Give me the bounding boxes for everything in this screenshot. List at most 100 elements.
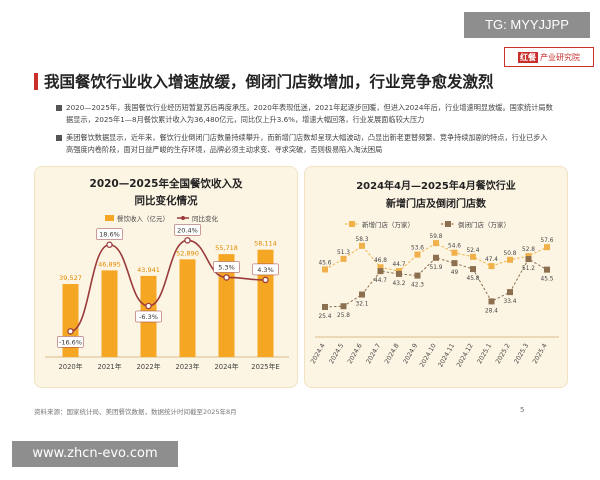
x-tick-label: 2024.11 [437,343,456,369]
new-stores-label: 50.8 [504,251,517,257]
x-tick-label: 2023年 [175,362,199,371]
new-stores-label: 45.6 [319,260,332,266]
revenue-bar [179,259,196,357]
x-tick-label: 2024.4 [310,343,327,366]
yoy-label-box [174,224,201,236]
yoy-point [67,328,74,335]
closed-stores-point [414,272,421,279]
paragraph-1: 2020—2025年，我国餐饮行业经历短暂复苏后再度承压。2020年表现低迷，2… [56,102,554,126]
closed-stores-label: 32.1 [356,302,369,308]
new-stores-point [414,251,421,258]
closed-stores-point [525,256,532,263]
new-stores-point [359,242,365,249]
legend-label-closed: 倒闭门店（万家） [458,220,510,229]
x-tick-label: 2024年 [214,362,238,371]
chart-title-line: 同比变化情况 [135,194,198,207]
closed-stores-label: 49 [451,270,459,276]
new-stores-label: 54.6 [448,244,461,250]
x-tick-label: 2022年 [136,362,160,371]
new-stores-label: 58.3 [356,237,369,243]
new-stores-label: 53.6 [411,246,424,252]
yoy-label: -6.3% [139,313,158,321]
legend-label-yoy: 同比变化 [192,214,219,223]
chart-title-line: 2024年4月—2025年4月餐饮行业 [356,179,516,192]
page-title: 我国餐饮行业收入增速放缓，倒闭门店数增加，行业竞争愈发激烈 [44,73,494,91]
yoy-line [70,239,266,333]
new-stores-point [451,249,458,256]
brand-logo-mark: 红餐 [518,51,538,63]
closed-stores-point [507,289,513,296]
revenue-bar-label: 52,890 [176,249,199,257]
closed-stores-point [359,291,365,298]
yoy-point [106,241,113,248]
x-tick-label: 2025.3 [513,343,530,366]
x-tick-label: 2024.6 [347,343,364,366]
yoy-label: -16.6% [59,338,82,346]
brand-logo-text: 产业研究院 [540,52,580,62]
closed-stores-label: 45.5 [541,277,554,283]
closed-stores-label: 51.2 [522,266,535,272]
x-tick-label: 2024.9 [402,343,419,366]
stores-chart-panel: 2024年4月—2025年4月餐饮行业 新增门店及倒闭门店数 新增门店（万家） 倒闭门… [304,166,568,388]
yoy-label: 5.3% [218,263,235,271]
paragraph-1-text: 2020—2025年，我国餐饮行业经历短暂复苏后再度承压。2020年表现低迷，2… [66,103,553,124]
new-stores-label: 52.4 [467,248,480,254]
yoy-label: 18.6% [99,231,120,239]
legend-marker-yoy [181,216,185,220]
x-tick-label: 2025.2 [495,343,512,366]
new-stores-label: 46.8 [374,258,387,264]
closed-stores-label: 33.4 [504,299,517,305]
paragraph-2-text: 美团餐饮数据显示，近年来，餐饮行业倒闭门店数量持续攀升，而新增门店数却呈现大幅波… [66,133,548,154]
new-stores-label: 59.8 [430,234,443,240]
new-stores-point [507,256,513,263]
new-stores-point [544,244,550,251]
source-note: 资料来源：国家统计局、美团餐饮数据，数据统计时间截至2025年8月 [34,408,237,416]
x-tick-label: 2025年E [251,362,279,371]
x-tick-label: 2024.10 [419,343,438,369]
closed-stores-point [451,260,458,267]
closed-stores-label: 25.4 [319,314,332,320]
top-watermark: TG: MYYJJPP [464,12,590,38]
revenue-bar-label: 43,941 [137,266,160,274]
x-tick-label: 2024.5 [328,343,345,366]
yoy-point [262,276,269,284]
new-stores-label: 57.6 [541,238,554,244]
closed-stores-point [322,303,328,310]
page-number: 5 [520,406,525,414]
revenue-bar [101,270,118,357]
yoy-label-box [213,261,240,273]
x-tick-label: 2021年 [97,362,121,371]
new-stores-point [470,253,476,260]
legend-marker-closed [445,221,451,227]
new-stores-label: 47.4 [485,257,498,263]
new-stores-point [340,255,347,262]
legend-label-revenue: 餐饮收入（亿元） [117,214,169,223]
closed-stores-point [544,266,550,273]
yoy-label-box [96,228,123,240]
closed-stores-label: 51.9 [430,265,443,271]
yoy-point [184,237,191,244]
x-tick-label: 2024.7 [365,343,382,366]
chart-title-line: 新增门店及倒闭门店数 [386,197,487,210]
revenue-bar [257,249,274,357]
closed-stores-point [470,266,476,273]
closed-stores-point [396,270,402,277]
new-stores-label: 44.7 [393,262,406,268]
new-stores-label: 52.8 [522,247,535,253]
yoy-point [223,274,230,281]
yoy-point [145,302,152,310]
bottom-watermark: www.zhcn-evo.com [12,441,178,467]
x-tick-label: 2020年 [58,362,82,371]
legend-swatch-revenue [105,215,114,221]
revenue-bar-label: 46,895 [98,260,121,268]
title-accent-bar [34,73,38,90]
closed-stores-point [488,298,495,305]
closed-stores-point [433,254,439,261]
bullet-square-icon [56,135,62,141]
revenue-bar-label: 39,527 [59,274,82,282]
yoy-label: 20.4% [177,226,198,234]
revenue-bar-label: 55,718 [215,244,238,252]
x-tick-label: 2025.4 [532,343,549,366]
